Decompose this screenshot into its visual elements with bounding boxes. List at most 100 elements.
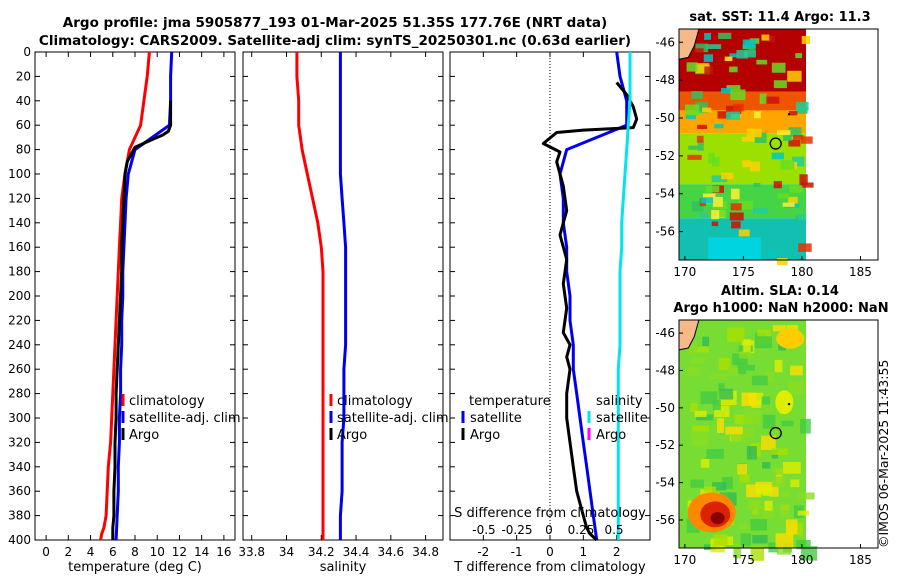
sst-patch (761, 34, 770, 41)
sla-patch (762, 461, 771, 469)
sst-patch (708, 237, 761, 260)
sla-patch (750, 546, 765, 561)
sst-patch (691, 91, 703, 99)
legend-label: Argo (596, 428, 626, 443)
sst-patch (746, 128, 762, 138)
x-tick-label: 6 (109, 545, 117, 559)
sst-patch (800, 182, 814, 188)
sst-patch (788, 139, 801, 147)
sst-patch (703, 54, 714, 62)
map-sla-map: 170 175 180 185 -46 -48 -50 -52 -54 -56 (655, 319, 879, 567)
sst-patch (702, 107, 712, 113)
sla-patch (761, 404, 772, 411)
sla-patch (797, 492, 815, 500)
sla-patch (743, 410, 761, 425)
secondary-tick-label: -0.5 (472, 523, 495, 537)
y-tick-label: 40 (16, 94, 31, 108)
x-tick-label: 34.8 (412, 545, 439, 559)
y-tick-label: -46 (655, 326, 675, 340)
sst-patch (730, 203, 742, 211)
sst-patch (777, 193, 790, 199)
sst-patch (763, 96, 780, 104)
sla-patch (712, 482, 727, 491)
y-tick-label: 60 (16, 118, 31, 132)
series-line-s-satellite (616, 52, 632, 540)
sst-patch (717, 111, 731, 119)
y-tick-label: -54 (655, 476, 675, 490)
x-tick-label: -2 (477, 545, 489, 559)
y-tick-label: 140 (8, 216, 31, 230)
sst-band (679, 110, 806, 134)
series-line-satellite-adj-clim (338, 52, 348, 540)
x-tick-label: 170 (673, 265, 696, 279)
sst-patch (733, 103, 744, 112)
sla-patch (717, 418, 724, 433)
panel-temperature: 0 2 4 6 8 10 12 14 16020406080100120140160180200… (8, 45, 241, 575)
sla-patch (762, 508, 776, 519)
x-tick-label: 4 (87, 545, 95, 559)
sla-patch (781, 491, 791, 498)
sla-patch (719, 388, 734, 400)
x-tick-label: 10 (150, 545, 165, 559)
sst-band (679, 91, 806, 111)
y-tick-label: -48 (655, 363, 675, 377)
y-tick-label: 120 (8, 191, 31, 205)
sst-patch (730, 89, 746, 101)
secondary-tick-label: 0.25 (568, 523, 595, 537)
sst-patch (753, 182, 761, 187)
sla-patch (771, 476, 786, 487)
sst-patch (788, 196, 798, 205)
sla-patch (702, 336, 710, 347)
x-tick-label: 185 (849, 265, 872, 279)
y-tick-label: -56 (655, 513, 675, 527)
sst-patch (741, 136, 755, 142)
sst-patch (797, 214, 807, 221)
y-tick-label: 20 (16, 69, 31, 83)
y-tick-label: -46 (655, 35, 675, 49)
sla-patch (704, 544, 717, 551)
sst-patch (688, 145, 700, 150)
sla-patch (790, 365, 803, 376)
sla-patch (765, 371, 774, 383)
legend-label: temperature (469, 394, 551, 409)
sst-patch (708, 152, 715, 164)
sst-patch (759, 93, 767, 104)
sst-patch (704, 66, 714, 74)
y-tick-label: 200 (8, 289, 31, 303)
sla-patch (772, 325, 787, 332)
sla-patch (737, 464, 747, 475)
sla-patch (739, 351, 751, 359)
legend-label: salinity (596, 394, 643, 409)
sla-patch (762, 484, 771, 496)
sla-patch (761, 396, 771, 411)
x-tick-label: 12 (172, 545, 187, 559)
sst-patch (685, 104, 700, 116)
sst-patch (700, 197, 717, 204)
y-tick-label: -54 (655, 187, 675, 201)
sla-patch (740, 533, 752, 547)
sst-patch (721, 172, 734, 180)
sla-patch (707, 414, 714, 421)
argo-float-marker (769, 137, 782, 150)
sst-patch (756, 59, 768, 65)
sla-patch (725, 536, 734, 545)
sst-patch (782, 135, 792, 141)
sla-patch (737, 362, 746, 374)
y-tick-label: 180 (8, 265, 31, 279)
sst-patch (711, 175, 728, 183)
secondary-tick-label: 0 (545, 523, 553, 537)
sst-patch (782, 202, 795, 207)
sst-patch (748, 44, 756, 53)
y-tick-label: 100 (8, 167, 31, 181)
sst-patch (729, 212, 744, 221)
sst-patch (767, 35, 775, 43)
x-tick-label: 180 (790, 265, 813, 279)
sla-patch (775, 469, 783, 484)
sst-patch (697, 124, 708, 130)
sla-patch (696, 415, 713, 421)
sst-patch (753, 207, 769, 214)
sst-patch (771, 62, 786, 73)
sla-patch (762, 414, 776, 429)
sst-patch (787, 70, 802, 82)
